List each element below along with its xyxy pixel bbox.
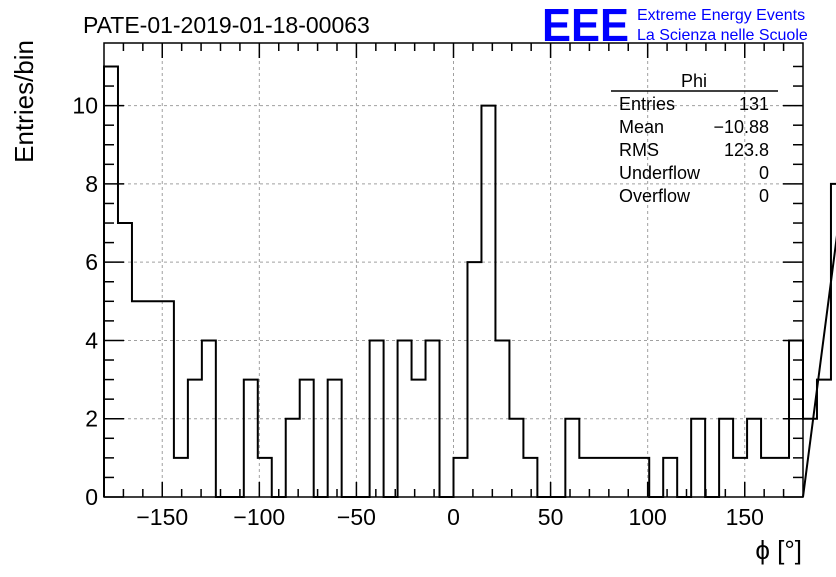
histogram-bin <box>719 419 733 497</box>
y-tick-label: 10 <box>72 93 98 119</box>
histogram-bin <box>481 106 495 497</box>
logo-line-1: Extreme Energy Events <box>637 7 805 24</box>
histogram-bin <box>188 380 202 497</box>
histogram-bin <box>174 458 188 497</box>
histogram-bin <box>300 380 314 497</box>
x-tick-label: −100 <box>233 504 285 530</box>
x-tick-label: 100 <box>628 504 666 530</box>
stats-row-label: RMS <box>619 140 659 160</box>
stats-row-label: Mean <box>619 117 664 137</box>
x-axis-label: ϕ [°] <box>755 535 802 565</box>
histogram-bin <box>593 458 607 497</box>
histogram-bin <box>146 301 160 497</box>
stats-row-label: Overflow <box>619 186 691 206</box>
stats-row-value: 0 <box>759 186 769 206</box>
stats-row-value: 123.8 <box>724 140 769 160</box>
x-axis-ticks: −150 −100 −50 0 50 100 150 <box>122 43 785 530</box>
stats-row-value: 0 <box>759 163 769 183</box>
histogram-bin <box>132 301 146 497</box>
y-axis-ticks: 0 2 4 6 8 10 <box>72 65 803 510</box>
stats-row-value: −10.88 <box>713 117 769 137</box>
histogram-bin <box>328 380 342 497</box>
stats-box: Phi Entries 131 Mean −10.88 RMS 123.8 Underflo… <box>611 71 778 206</box>
histogram-bin <box>761 458 775 497</box>
histogram-bin <box>286 419 300 497</box>
logo-line-2: La Scienza nelle Scuole <box>637 27 808 44</box>
y-tick-label: 2 <box>85 406 98 432</box>
histogram-bin <box>118 223 132 497</box>
x-tick-label: −150 <box>136 504 188 530</box>
y-tick-label: 0 <box>85 484 98 510</box>
histogram-bin <box>775 458 789 497</box>
y-tick-label: 4 <box>85 327 98 353</box>
y-tick-label: 8 <box>85 171 98 197</box>
histogram-bin <box>523 458 537 497</box>
histogram-bin <box>426 340 440 497</box>
histogram-bin <box>565 419 579 497</box>
histogram-bin <box>579 458 593 497</box>
stats-box-title: Phi <box>681 71 707 91</box>
stats-rows: Entries 131 Mean −10.88 RMS 123.8 Underflow 0 Ov… <box>619 94 769 206</box>
histogram-bin <box>747 419 761 497</box>
y-axis-label: Entries/bin <box>9 40 39 163</box>
stats-row-label: Entries <box>619 94 675 114</box>
x-tick-label: −50 <box>337 504 376 530</box>
histogram-bin <box>509 419 523 497</box>
stats-row-label: Underflow <box>619 163 701 183</box>
histogram-bin <box>467 262 481 497</box>
grid-lines <box>104 43 803 497</box>
logo-mark: EEE <box>542 0 629 51</box>
histogram-bin <box>663 458 677 497</box>
x-tick-label: 50 <box>538 504 564 530</box>
chart-title: PATE-01-2019-01-18-00063 <box>83 12 370 38</box>
histogram-bin <box>244 380 258 497</box>
histogram-bin <box>412 380 426 497</box>
stats-row-value: 131 <box>739 94 769 114</box>
histogram-bin <box>817 380 831 497</box>
x-tick-label: 0 <box>447 504 460 530</box>
eee-logo: EEE Extreme Energy Events La Scienza nel… <box>542 0 808 51</box>
histogram-bin <box>691 419 705 497</box>
x-tick-label: 150 <box>726 504 764 530</box>
histogram-bin <box>454 458 468 497</box>
y-tick-label: 6 <box>85 249 98 275</box>
